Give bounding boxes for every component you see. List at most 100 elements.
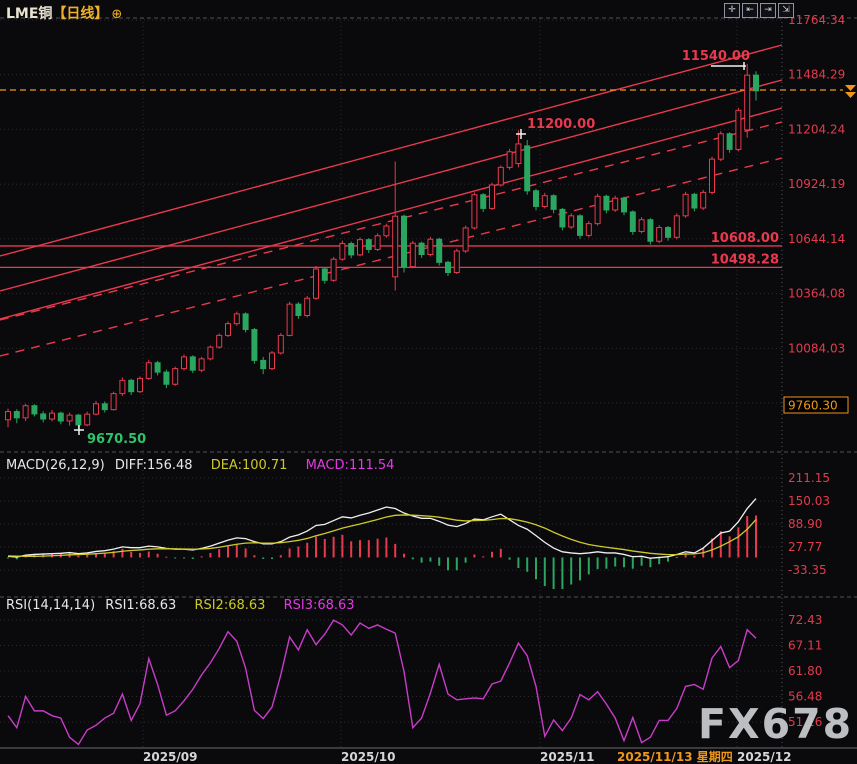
candle-body [31, 405, 38, 415]
macd-axis-label: 27.77 [788, 540, 822, 554]
macd-histogram-bar [7, 557, 9, 559]
macd-histogram-bar [605, 557, 608, 569]
candle-body [621, 197, 627, 213]
candle-body [251, 329, 258, 361]
candle-body [656, 227, 663, 242]
candle-body [427, 238, 434, 256]
candle-body [577, 215, 583, 236]
rsi-params-label: RSI(14,14,14) [6, 598, 96, 613]
axis-right-icon[interactable]: ⇥ [760, 3, 776, 18]
support-line-label: 10498.28 [711, 252, 779, 267]
candle-body [612, 197, 619, 211]
swing-high-annotation: 11200.00 [527, 117, 595, 132]
candle-body [295, 303, 302, 316]
title-bar: LME铜【日线】 ⊕ [6, 3, 122, 23]
macd-histogram-bar [614, 557, 617, 567]
macd-histogram-bar [121, 548, 124, 558]
macd-histogram-bar [755, 515, 757, 558]
rsi-axis-label: 61.80 [788, 664, 822, 678]
macd-histogram-bar [42, 553, 45, 558]
macd-histogram-bar [112, 551, 115, 558]
macd-histogram-bar [262, 557, 265, 559]
candle-body [66, 414, 73, 422]
price-axis-label: 10924.19 [788, 177, 845, 191]
rsi3-value: RSI3:68.63 [283, 598, 355, 613]
macd-dea-value: DEA:100.71 [210, 458, 288, 473]
macd-axis-label: -33.35 [788, 563, 827, 577]
macd-histogram-bar [209, 552, 212, 558]
candle-body [330, 258, 337, 281]
macd-histogram-bar [341, 534, 344, 558]
macd-histogram-bar [323, 539, 326, 558]
candle-body [163, 371, 170, 385]
price-axis-label: 11484.29 [788, 68, 845, 82]
watermark: FX678 [698, 700, 854, 748]
trend-line-dashed [0, 157, 783, 357]
price-axis-label: 11764.34 [788, 13, 845, 27]
candle-body [49, 412, 55, 420]
rsi1-value: RSI1:68.63 [105, 598, 177, 613]
macd-histogram-bar [297, 546, 300, 558]
macd-histogram-bar [306, 542, 309, 558]
last-price-box-value: 9760.30 [788, 399, 838, 413]
macd-histogram-bar [535, 557, 537, 580]
candle-body [22, 405, 29, 419]
macd-histogram-bar [570, 557, 573, 585]
candle-body [717, 133, 724, 160]
date-label: 2025/09 [143, 750, 197, 764]
macd-histogram-bar [77, 555, 80, 558]
rsi-axis-label: 72.43 [788, 613, 822, 627]
macd-histogram-bar [315, 536, 317, 558]
candle-body [497, 166, 504, 186]
candle-body [321, 268, 328, 281]
date-label: 2025/11 [540, 750, 594, 764]
macd-diff-value: DIFF:156.48 [114, 458, 193, 473]
macd-histogram-bar [543, 557, 546, 587]
candle-body [603, 195, 610, 211]
macd-histogram-bar [200, 556, 203, 558]
macd-histogram-bar [367, 540, 370, 558]
macd-histogram-bar [288, 548, 291, 558]
candle-body [233, 313, 240, 325]
panel-shift-icon[interactable]: ⇲ [778, 3, 794, 18]
macd-histogram-bar [464, 557, 467, 563]
macd-histogram-bar [191, 557, 194, 559]
macd-histogram-bar [95, 552, 97, 558]
macd-histogram-bar [403, 553, 405, 558]
candle-body [753, 74, 759, 92]
macd-histogram-bar [235, 544, 238, 558]
trend-line-dashed [0, 121, 783, 321]
macd-histogram-bar [218, 549, 221, 558]
candle-body [418, 242, 425, 256]
macd-macd-value: MACD:111.54 [305, 458, 395, 473]
macd-histogram-bar [271, 557, 273, 559]
macd-histogram-bar [438, 557, 441, 566]
date-label: 2025/10 [341, 750, 395, 764]
macd-histogram-bar [420, 557, 423, 563]
macd-histogram-bar [156, 553, 159, 558]
macd-histogram-bar [473, 554, 476, 558]
macd-histogram-bar [130, 551, 133, 558]
candle-body [348, 243, 355, 256]
macd-histogram-bar [227, 546, 229, 558]
candle-body [110, 393, 117, 411]
price-marker-icon [845, 92, 856, 99]
macd-histogram-bar [482, 556, 485, 558]
macd-histogram-bar [737, 527, 740, 558]
expand-icon[interactable]: ⊕ [111, 7, 123, 22]
candle-body [357, 239, 363, 256]
rsi-axis-label: 56.48 [788, 690, 822, 704]
macd-histogram-bar [429, 557, 432, 562]
macd-histogram-bar [86, 554, 89, 558]
macd-histogram-bar [675, 557, 678, 559]
candle-body [304, 297, 311, 316]
axis-left-icon[interactable]: ⇤ [742, 3, 758, 18]
macd-histogram-bar [658, 557, 661, 565]
macd-histogram-bar [447, 557, 449, 571]
pan-icon[interactable]: ✛ [724, 3, 740, 18]
candle-body [269, 352, 275, 370]
macd-dea-line [7, 514, 757, 557]
candle-body [682, 193, 689, 217]
macd-histogram-bar [596, 557, 599, 570]
